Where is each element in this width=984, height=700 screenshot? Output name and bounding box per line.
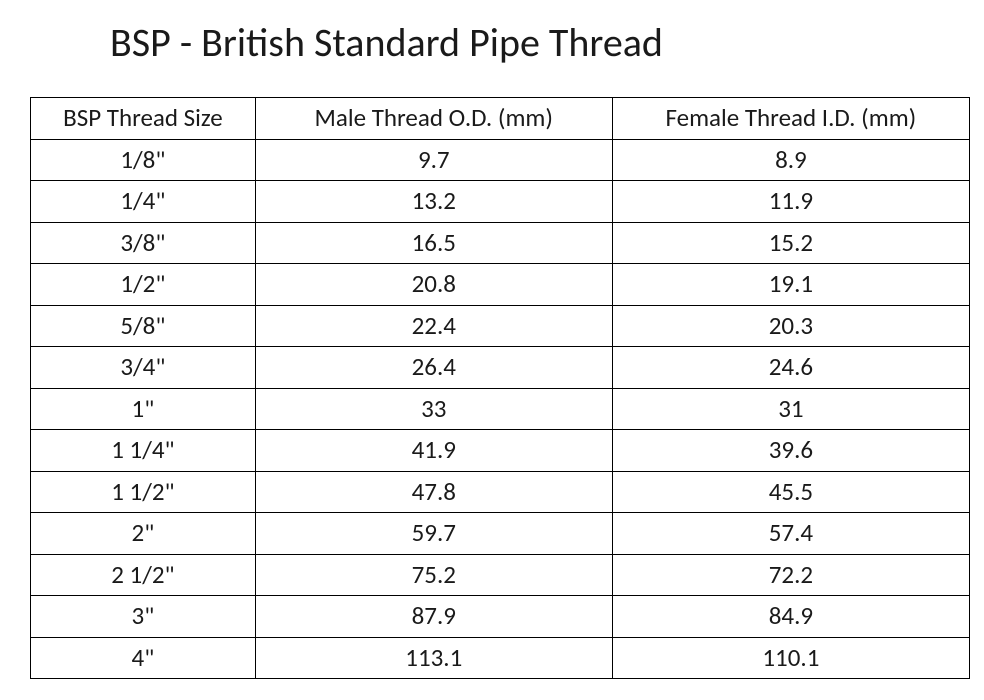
col-header-male-od: Male Thread O.D. (mm) <box>255 98 612 140</box>
table-row: 4"113.1110.1 <box>31 637 970 679</box>
cell-thread-size: 3/8" <box>31 222 256 264</box>
table-row: 5/8"22.420.3 <box>31 305 970 347</box>
col-header-size: BSP Thread Size <box>31 98 256 140</box>
cell-male-od: 22.4 <box>255 305 612 347</box>
cell-male-od: 75.2 <box>255 554 612 596</box>
cell-thread-size: 1/4" <box>31 181 256 223</box>
cell-female-id: 24.6 <box>612 347 969 389</box>
cell-female-id: 45.5 <box>612 471 969 513</box>
cell-female-id: 20.3 <box>612 305 969 347</box>
col-header-female-id: Female Thread I.D. (mm) <box>612 98 969 140</box>
table-row: 2"59.757.4 <box>31 513 970 555</box>
cell-male-od: 87.9 <box>255 596 612 638</box>
cell-thread-size: 3" <box>31 596 256 638</box>
table-body: 1/8"9.78.91/4"13.211.93/8"16.515.21/2"20… <box>31 139 970 679</box>
cell-female-id: 39.6 <box>612 430 969 472</box>
table-row: 3"87.984.9 <box>31 596 970 638</box>
cell-thread-size: 1 1/2" <box>31 471 256 513</box>
cell-male-od: 41.9 <box>255 430 612 472</box>
table-header-row: BSP Thread Size Male Thread O.D. (mm) Fe… <box>31 98 970 140</box>
cell-thread-size: 1/8" <box>31 139 256 181</box>
cell-female-id: 15.2 <box>612 222 969 264</box>
cell-male-od: 59.7 <box>255 513 612 555</box>
table-row: 1/4"13.211.9 <box>31 181 970 223</box>
cell-male-od: 9.7 <box>255 139 612 181</box>
cell-male-od: 26.4 <box>255 347 612 389</box>
table-row: 1 1/4"41.939.6 <box>31 430 970 472</box>
table-row: 1/8"9.78.9 <box>31 139 970 181</box>
cell-female-id: 72.2 <box>612 554 969 596</box>
table-row: 3/8"16.515.2 <box>31 222 970 264</box>
document-page: BSP - British Standard Pipe Thread BSP T… <box>0 0 984 699</box>
cell-thread-size: 4" <box>31 637 256 679</box>
cell-thread-size: 1" <box>31 388 256 430</box>
cell-female-id: 8.9 <box>612 139 969 181</box>
table-row: 3/4"26.424.6 <box>31 347 970 389</box>
table-row: 1 1/2"47.845.5 <box>31 471 970 513</box>
table-row: 1"3331 <box>31 388 970 430</box>
cell-thread-size: 3/4" <box>31 347 256 389</box>
cell-thread-size: 1 1/4" <box>31 430 256 472</box>
cell-female-id: 110.1 <box>612 637 969 679</box>
cell-thread-size: 1/2" <box>31 264 256 306</box>
cell-thread-size: 2" <box>31 513 256 555</box>
table-row: 2 1/2"75.272.2 <box>31 554 970 596</box>
cell-female-id: 57.4 <box>612 513 969 555</box>
bsp-thread-table: BSP Thread Size Male Thread O.D. (mm) Fe… <box>30 97 970 679</box>
cell-male-od: 113.1 <box>255 637 612 679</box>
cell-male-od: 16.5 <box>255 222 612 264</box>
cell-female-id: 19.1 <box>612 264 969 306</box>
table-row: 1/2"20.819.1 <box>31 264 970 306</box>
cell-male-od: 20.8 <box>255 264 612 306</box>
cell-male-od: 47.8 <box>255 471 612 513</box>
cell-female-id: 84.9 <box>612 596 969 638</box>
cell-female-id: 11.9 <box>612 181 969 223</box>
page-title: BSP - British Standard Pipe Thread <box>110 18 964 67</box>
cell-male-od: 33 <box>255 388 612 430</box>
cell-thread-size: 2 1/2" <box>31 554 256 596</box>
cell-female-id: 31 <box>612 388 969 430</box>
cell-male-od: 13.2 <box>255 181 612 223</box>
cell-thread-size: 5/8" <box>31 305 256 347</box>
table-header: BSP Thread Size Male Thread O.D. (mm) Fe… <box>31 98 970 140</box>
